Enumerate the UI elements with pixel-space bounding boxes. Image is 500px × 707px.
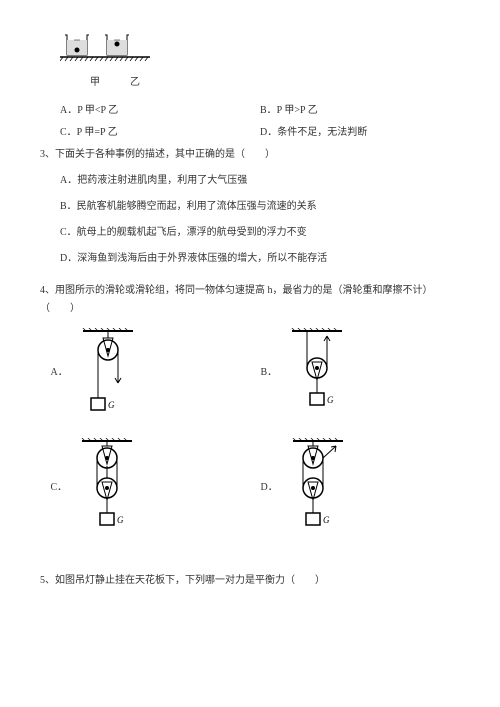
q3-stem: 3、下面关于各种事例的描述，其中正确的是（ ）	[40, 146, 460, 164]
pulley-b-icon: G	[287, 328, 347, 418]
q3-option-b: B．民航客机能够腾空而起，利用了流体压强与流速的关系	[60, 198, 460, 216]
q2-option-a: A．P 甲<P 乙	[60, 102, 260, 120]
q4-block: 4、用图所示的滑轮或滑轮组，将同一物体匀速提高 h，最省力的是（滑轮重和摩擦不计…	[40, 282, 460, 558]
q4-cell-c: C． G	[51, 438, 240, 538]
pulley-a-icon: G	[78, 328, 138, 418]
q4-cell-a: A． G	[51, 328, 240, 418]
q4-label-c: C．	[51, 479, 68, 497]
pulley-c-icon: G	[77, 438, 137, 538]
q2-option-d: D．条件不足，无法判断	[260, 124, 460, 142]
q5-stem: 5、如图吊灯静止挂在天花板下，下列哪一对力是平衡力（ ）	[40, 572, 460, 590]
q3-option-d: D．深海鱼到浅海后由于外界液体压强的增大，所以不能存活	[60, 250, 460, 268]
pulley-d-icon: G	[288, 438, 348, 538]
svg-text:G: G	[108, 400, 115, 410]
q4-label-b: B．	[261, 364, 278, 382]
q3-block: 3、下面关于各种事例的描述，其中正确的是（ ） A．把药液注射进肌肉里，利用了大…	[40, 146, 460, 268]
q4-label-d: D．	[261, 479, 278, 497]
beaker-right-label: 乙	[130, 74, 140, 92]
q3-option-a: A．把药液注射进肌肉里，利用了大气压强	[60, 172, 460, 190]
q2-option-c: C．P 甲=P 乙	[60, 124, 260, 142]
q2-diagram: 甲 乙	[60, 30, 460, 92]
q4-cell-d: D． G	[261, 438, 450, 538]
q4-label-a: A．	[51, 364, 68, 382]
svg-text:G: G	[327, 395, 334, 405]
svg-text:G: G	[323, 515, 330, 525]
q5-block: 5、如图吊灯静止挂在天花板下，下列哪一对力是平衡力（ ）	[40, 572, 460, 590]
q4-cell-b: B． G	[261, 328, 450, 418]
q2-options-row1: A．P 甲<P 乙 B．P 甲>P 乙	[60, 102, 460, 120]
q4-stem: 4、用图所示的滑轮或滑轮组，将同一物体匀速提高 h，最省力的是（滑轮重和摩擦不计…	[40, 282, 460, 318]
q3-option-c: C．航母上的舰载机起飞后，漂浮的航母受到的浮力不变	[60, 224, 460, 242]
q2-option-b: B．P 甲>P 乙	[260, 102, 460, 120]
svg-text:G: G	[117, 515, 124, 525]
q2-options-row2: C．P 甲=P 乙 D．条件不足，无法判断	[60, 124, 460, 142]
beaker-left-label: 甲	[90, 74, 100, 92]
